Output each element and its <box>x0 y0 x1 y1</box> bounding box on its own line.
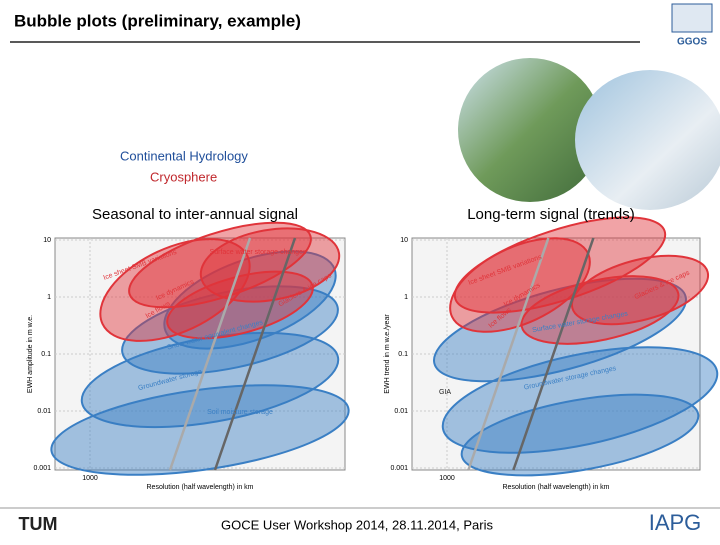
bubble <box>460 393 700 477</box>
panel-title: Seasonal to inter-annual signal <box>92 206 298 223</box>
photo-river <box>458 58 602 202</box>
resolution-line <box>213 237 297 471</box>
legend-hydrology: Continental Hydrology <box>120 148 248 163</box>
logo-text: GGOS <box>677 37 707 48</box>
y-tick-label: 1 <box>47 294 51 301</box>
y-axis-label: EWH amplitude in m w.e. <box>27 315 34 393</box>
y-axis-label: EWH trend in m w.e./year <box>384 314 391 394</box>
bubble <box>433 277 687 383</box>
y-tick-label: 10 <box>43 237 51 244</box>
x-axis-label: Resolution (half wavelength) in km <box>503 484 610 491</box>
y-tick-label: 10 <box>400 237 408 244</box>
logo-box <box>671 3 713 33</box>
resolution-line <box>168 237 252 471</box>
bubble <box>453 216 667 314</box>
x-axis-label: Resolution (half wavelength) in km <box>147 484 254 491</box>
panel-title: Long-term signal (trends) <box>467 206 635 223</box>
x-tick-label: 1000 <box>82 475 98 482</box>
y-tick-label: 0.001 <box>33 465 51 472</box>
x-tick-label: 1000 <box>439 475 455 482</box>
bubble <box>99 238 251 342</box>
y-tick-label: 0.1 <box>398 351 408 358</box>
y-tick-label: 0.001 <box>390 465 408 472</box>
bubble-label: Surface water storage changes <box>210 249 307 256</box>
y-tick-label: 1 <box>404 294 408 301</box>
footer-right-logo: IAPG <box>649 510 702 535</box>
y-tick-label: 0.1 <box>41 351 51 358</box>
bubble-label: GIA <box>439 389 451 396</box>
bubble <box>50 384 350 476</box>
bubble <box>121 285 339 375</box>
y-tick-label: 0.01 <box>394 408 408 415</box>
slide-title: Bubble plots (preliminary, example) <box>14 11 301 30</box>
resolution-line <box>512 237 595 471</box>
footer-text: GOCE User Workshop 2014, 28.11.2014, Par… <box>221 517 493 532</box>
bubble <box>520 275 680 345</box>
resolution-line <box>467 237 550 471</box>
legend-cryosphere: Cryosphere <box>150 169 217 184</box>
bubble-label: Soil moisture storage <box>207 409 273 416</box>
y-tick-label: 0.01 <box>37 408 51 415</box>
footer-left-logo: TUM <box>19 514 58 534</box>
photo-ice <box>575 70 720 210</box>
